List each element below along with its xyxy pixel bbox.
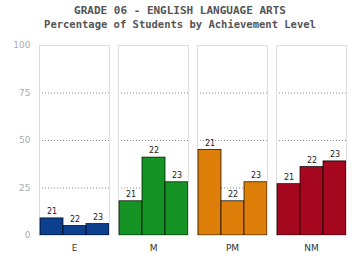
svg-text:22: 22 [70,215,80,224]
svg-text:100: 100 [13,40,30,50]
svg-text:21: 21 [47,207,57,216]
svg-text:23: 23 [93,213,103,222]
svg-text:23: 23 [172,171,182,180]
svg-text:21: 21 [126,190,136,199]
svg-text:PM: PM [226,243,239,253]
html-text:GRADE 06 - ENGLISH LANGUAGE AR: GRADE 06 - ENGLISH LANGUAGE ARTS [74,4,286,17]
html-text:Percentage of Students by Achi: Percentage of Students by Achievement Le… [44,18,316,30]
svg-text:23: 23 [251,171,261,180]
svg-text:NM: NM [304,243,319,253]
svg-text:22: 22 [149,146,159,155]
svg-text:75: 75 [19,88,30,98]
svg-text:0: 0 [25,230,31,240]
svg-text:21: 21 [205,139,215,148]
svg-text:23: 23 [330,150,340,159]
svg-text:22: 22 [307,156,317,165]
svg-text:M: M [150,243,158,253]
svg-text:E: E [72,243,78,253]
svg-text:25: 25 [19,183,30,193]
svg-text:50: 50 [19,135,31,145]
svg-text:22: 22 [228,190,238,199]
svg-text:21: 21 [284,173,294,182]
